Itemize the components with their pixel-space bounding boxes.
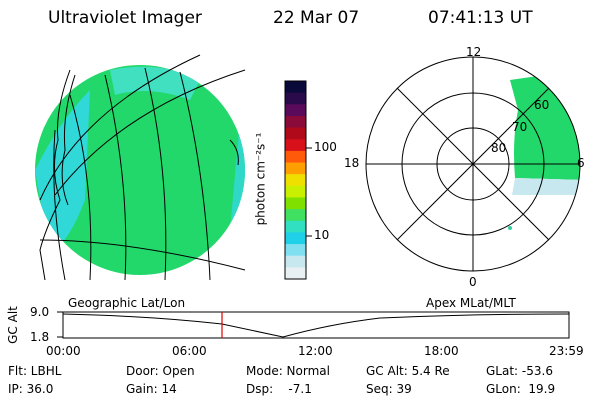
polar-label-left: 18 [344, 156, 360, 170]
info-gcalt: GC Alt: 5.4 Re [366, 364, 450, 378]
polar-lat-80: 80 [491, 141, 507, 155]
info-glat: GLat: -53.6 [486, 364, 553, 378]
polar-plot [365, 56, 581, 272]
colorbar-band [285, 197, 306, 210]
colorbar [284, 80, 312, 280]
colorbar-band [285, 104, 306, 117]
polar-lat-60: 60 [534, 98, 550, 112]
geographic-image [35, 54, 246, 281]
strip-xtick-3: 18:00 [424, 344, 459, 358]
polar-label-right: 6 [577, 156, 585, 170]
colorbar-band [285, 185, 306, 199]
colorbar-band [285, 255, 306, 268]
strip-ytick-top: 9.0 [30, 305, 50, 319]
date: 22 Mar 07 [273, 8, 360, 28]
lat-lon-grid [39, 54, 246, 281]
time: 07:41:13 UT [428, 8, 533, 28]
info-door: Door: Open [126, 364, 195, 378]
colorbar-band [285, 127, 306, 140]
colorbar-tick-100: 100 [314, 140, 337, 154]
strip-xtick-0: 00:00 [46, 344, 81, 358]
polar-label-bottom: 0 [469, 275, 477, 289]
colorbar-band [285, 139, 306, 152]
colorbar-band [285, 220, 306, 234]
polar-label-top: 12 [466, 45, 482, 59]
colorbar-band [285, 209, 306, 222]
info-ip: IP: 36.0 [8, 382, 54, 396]
strip-left-title: Geographic Lat/Lon [68, 296, 186, 310]
colorbar-label: photon cm⁻²s⁻¹ [253, 132, 268, 226]
info-flt: Flt: LBHL [8, 364, 62, 378]
colorbar-band [285, 150, 306, 164]
colorbar-band [285, 174, 306, 187]
strip-xtick-4: 23:59 [549, 344, 584, 358]
colorbar-band [285, 92, 306, 105]
strip-xtick-1: 06:00 [172, 344, 207, 358]
colorbar-band [285, 232, 306, 245]
strip-ytick-bottom: 1.8 [30, 330, 50, 344]
colorbar-band [285, 162, 306, 175]
altitude-strip [57, 311, 570, 339]
coastlines [39, 69, 239, 281]
info-dsp: Dsp: -7.1 [246, 382, 312, 396]
title: Ultraviolet Imager [48, 8, 202, 28]
strip-right-title: Apex MLat/MLT [426, 296, 516, 310]
info-gain: Gain: 14 [126, 382, 177, 396]
strip-xtick-2: 12:00 [298, 344, 333, 358]
info-mode: Mode: Normal [246, 364, 330, 378]
info-glon: GLon: 19.9 [486, 382, 556, 396]
colorbar-band [285, 244, 306, 257]
strip-ylabel: GC Alt [5, 306, 20, 344]
info-seq: Seq: 39 [366, 382, 412, 396]
colorbar-band [285, 115, 306, 129]
polar-lat-70: 70 [512, 120, 528, 134]
colorbar-band [285, 81, 306, 94]
colorbar-band [285, 267, 306, 280]
colorbar-tick-10: 10 [314, 228, 330, 242]
